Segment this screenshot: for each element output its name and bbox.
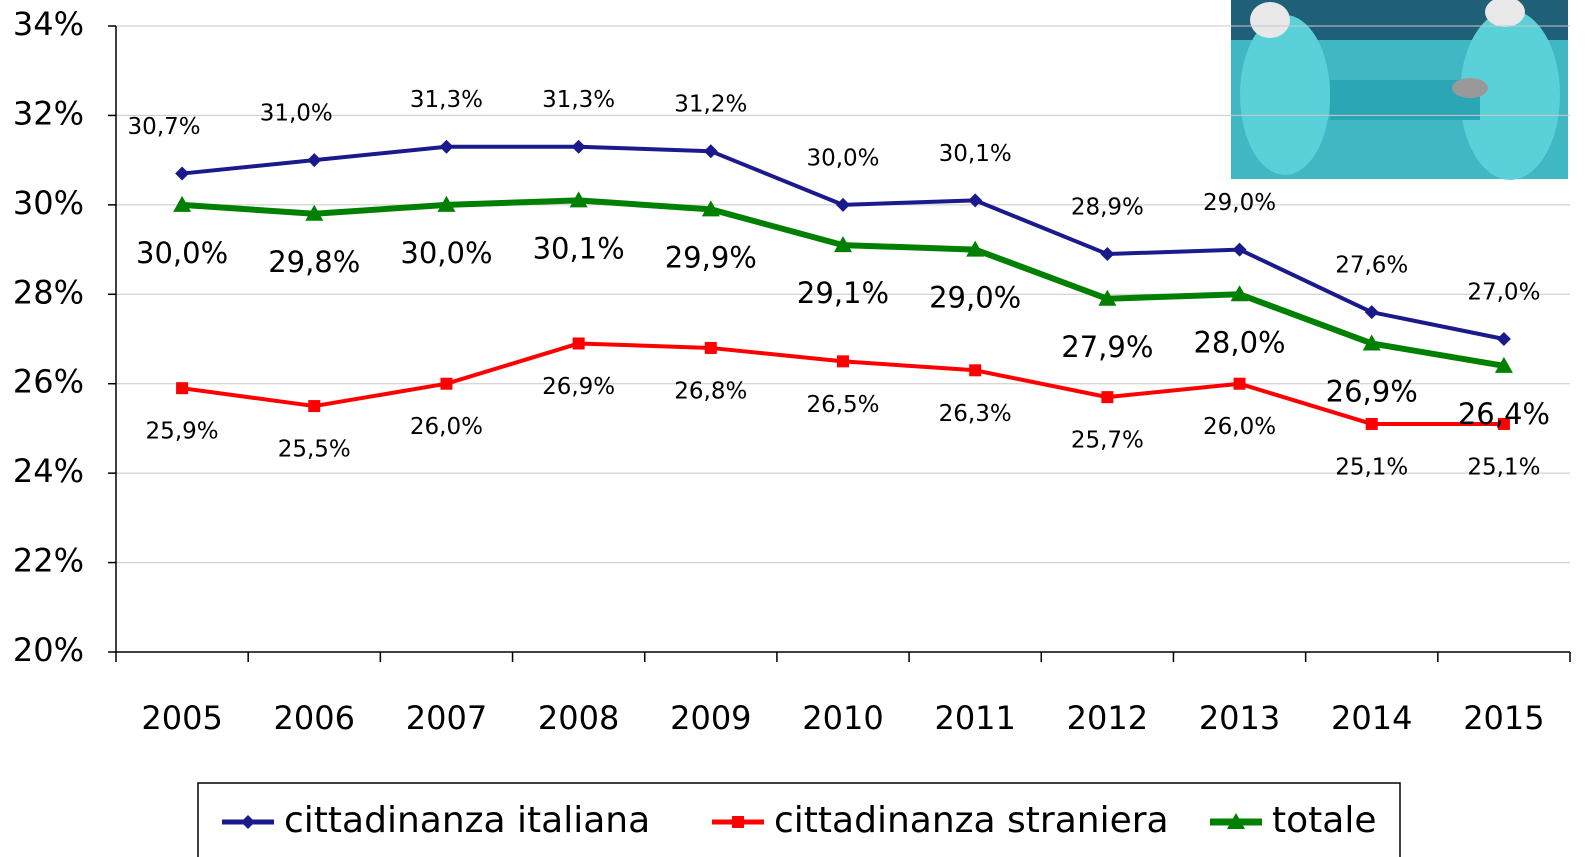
photo-mask (1250, 2, 1290, 38)
x-tick-label: 2009 (670, 699, 751, 737)
data-label: 29,8% (268, 245, 360, 279)
x-tick-label: 2007 (406, 699, 487, 737)
photo-figure (1240, 15, 1330, 175)
data-label: 26,0% (410, 414, 483, 440)
chart: 20% 22% 24% 26% 28% 30% 32% 34% 2005 2006 2007 2008… (0, 0, 1593, 857)
data-label: 25,1% (1335, 454, 1408, 480)
x-tick-label: 2010 (802, 699, 883, 737)
data-label: 31,3% (542, 87, 615, 113)
data-point (439, 140, 453, 154)
data-label: 26,3% (939, 401, 1012, 427)
y-tick-label: 26% (13, 363, 84, 401)
data-label: 31,0% (260, 101, 333, 127)
data-point (307, 153, 321, 167)
data-label: 26,8% (674, 378, 747, 404)
photo-bowl (1452, 78, 1488, 98)
data-label: 31,3% (410, 87, 483, 113)
data-label: 27,9% (1061, 330, 1153, 364)
data-label: 26,5% (806, 392, 879, 418)
data-point (1497, 332, 1511, 346)
data-label: 28,0% (1193, 325, 1285, 359)
data-label: 25,1% (1467, 454, 1540, 480)
data-label: 30,0% (400, 236, 492, 270)
data-point (440, 378, 452, 390)
data-point (1100, 247, 1114, 261)
y-tick-label: 22% (13, 542, 84, 580)
data-label: 25,9% (146, 419, 219, 445)
data-label: 31,2% (674, 92, 747, 118)
data-point (175, 167, 189, 181)
x-tick-label: 2011 (934, 699, 1015, 737)
page: {"chart_data": {"type": "line", "categor… (0, 0, 1593, 857)
y-tick-label: 24% (13, 452, 84, 490)
data-point (308, 400, 320, 412)
data-label: 26,9% (1326, 374, 1418, 408)
data-label: 28,9% (1071, 195, 1144, 221)
data-point (704, 144, 718, 158)
data-label: 27,0% (1467, 280, 1540, 306)
x-tick-label: 2005 (141, 699, 222, 737)
data-point (176, 382, 188, 394)
data-point (1101, 391, 1113, 403)
data-label: 30,1% (533, 231, 625, 265)
data-point (837, 355, 849, 367)
x-tick-label: 2014 (1331, 699, 1412, 737)
data-label: 30,0% (806, 145, 879, 171)
data-label: 30,1% (939, 141, 1012, 167)
data-label: 30,7% (128, 114, 201, 140)
y-tick-label: 34% (13, 5, 84, 43)
x-tick-label: 2013 (1199, 699, 1280, 737)
data-label: 27,6% (1335, 253, 1408, 279)
data-point (573, 337, 585, 349)
x-tick-label: 2008 (538, 699, 619, 737)
data-label: 25,5% (278, 437, 351, 463)
data-label: 29,0% (1203, 190, 1276, 216)
data-label: 29,9% (665, 240, 757, 274)
data-point (1233, 243, 1247, 257)
legend-label: totale (1272, 800, 1376, 841)
data-point (1366, 418, 1378, 430)
legend-marker (732, 816, 744, 828)
data-point (705, 342, 717, 354)
data-label: 26,0% (1203, 414, 1276, 440)
y-tick-label: 32% (13, 94, 84, 132)
data-point (1365, 305, 1379, 319)
legend-label: cittadinanza straniera (774, 800, 1169, 841)
y-tick-label: 30% (13, 184, 84, 222)
data-label: 30,0% (136, 236, 228, 270)
x-tick-label: 2015 (1463, 699, 1544, 737)
legend-label: cittadinanza italiana (284, 800, 650, 841)
data-label: 26,4% (1458, 397, 1550, 431)
x-tick-label: 2006 (274, 699, 355, 737)
data-label: 26,9% (542, 374, 615, 400)
y-tick-label: 28% (13, 273, 84, 311)
y-tick-label: 20% (13, 631, 84, 669)
data-label: 29,0% (929, 281, 1021, 315)
data-point (969, 364, 981, 376)
data-label: 25,7% (1071, 428, 1144, 454)
data-label: 29,1% (797, 276, 889, 310)
data-point (572, 140, 586, 154)
photo (1231, 0, 1568, 180)
data-point (836, 198, 850, 212)
data-point (1234, 378, 1246, 390)
x-tick-label: 2012 (1067, 699, 1148, 737)
